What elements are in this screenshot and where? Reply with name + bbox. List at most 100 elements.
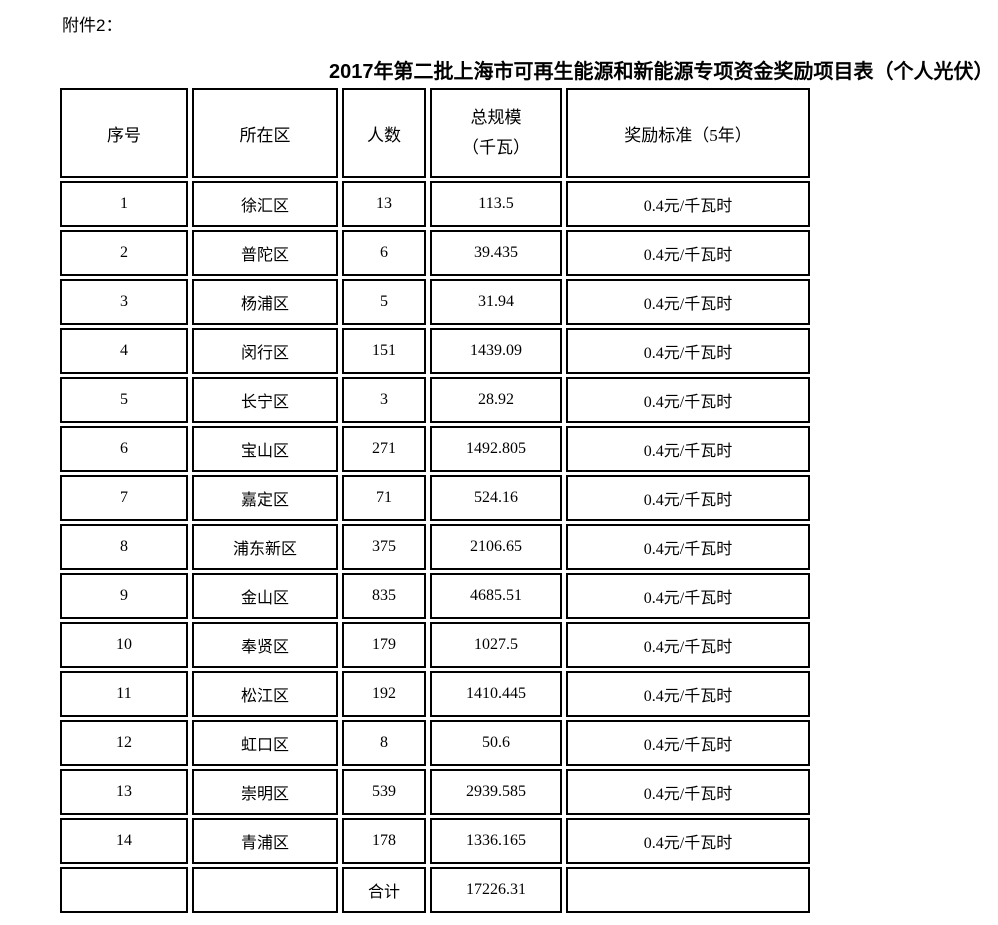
table-row: 3 杨浦区 5 31.94 0.4元/千瓦时	[60, 279, 810, 325]
no-cell: 12	[60, 720, 188, 766]
scale-cell: 1439.09	[430, 328, 562, 374]
no-cell: 2	[60, 230, 188, 276]
scale-cell: 2939.585	[430, 769, 562, 815]
no-cell: 10	[60, 622, 188, 668]
scale-cell: 1492.805	[430, 426, 562, 472]
header-row: 序号 所在区 人数 总规模 （千瓦） 奖励标准（5年）	[60, 88, 810, 178]
scale-cell: 28.92	[430, 377, 562, 423]
no-cell	[60, 867, 188, 913]
count-cell: 192	[342, 671, 426, 717]
standard-cell: 0.4元/千瓦时	[566, 475, 810, 521]
table-row: 10 奉贤区 179 1027.5 0.4元/千瓦时	[60, 622, 810, 668]
scale-cell: 31.94	[430, 279, 562, 325]
standard-cell: 0.4元/千瓦时	[566, 818, 810, 864]
district-cell: 浦东新区	[192, 524, 338, 570]
header-scale: 总规模 （千瓦）	[430, 88, 562, 178]
standard-cell: 0.4元/千瓦时	[566, 573, 810, 619]
district-cell: 虹口区	[192, 720, 338, 766]
table-row: 8 浦东新区 375 2106.65 0.4元/千瓦时	[60, 524, 810, 570]
header-scale-line1: 总规模	[470, 108, 522, 127]
no-cell: 9	[60, 573, 188, 619]
district-cell: 松江区	[192, 671, 338, 717]
standard-cell: 0.4元/千瓦时	[566, 328, 810, 374]
header-standard: 奖励标准（5年）	[566, 88, 810, 178]
count-cell: 375	[342, 524, 426, 570]
count-cell: 151	[342, 328, 426, 374]
document-title: 2017年第二批上海市可再生能源和新能源专项资金奖励项目表（个人光伏）	[329, 61, 994, 83]
header-district: 所在区	[192, 88, 338, 178]
scale-cell: 524.16	[430, 475, 562, 521]
no-cell: 7	[60, 475, 188, 521]
scale-cell: 50.6	[430, 720, 562, 766]
count-cell: 178	[342, 818, 426, 864]
table-row: 1 徐汇区 13 113.5 0.4元/千瓦时	[60, 181, 810, 227]
district-cell: 普陀区	[192, 230, 338, 276]
award-table: 序号 所在区 人数 总规模 （千瓦） 奖励标准（5年） 1 徐汇区 13 113.5 0…	[56, 85, 814, 916]
district-cell: 崇明区	[192, 769, 338, 815]
standard-cell: 0.4元/千瓦时	[566, 671, 810, 717]
standard-cell: 0.4元/千瓦时	[566, 181, 810, 227]
table-body: 1 徐汇区 13 113.5 0.4元/千瓦时 2 普陀区 6 39.435 0.4元/千瓦时 3 杨…	[60, 181, 810, 913]
district-cell: 青浦区	[192, 818, 338, 864]
standard-cell	[566, 867, 810, 913]
scale-cell: 1410.445	[430, 671, 562, 717]
no-cell: 1	[60, 181, 188, 227]
standard-cell: 0.4元/千瓦时	[566, 230, 810, 276]
header-count: 人数	[342, 88, 426, 178]
attachment-label: 附件2：	[62, 16, 123, 35]
count-cell: 539	[342, 769, 426, 815]
no-cell: 14	[60, 818, 188, 864]
standard-cell: 0.4元/千瓦时	[566, 426, 810, 472]
count-cell: 3	[342, 377, 426, 423]
no-cell: 11	[60, 671, 188, 717]
district-cell: 杨浦区	[192, 279, 338, 325]
standard-cell: 0.4元/千瓦时	[566, 769, 810, 815]
table-row: 6 宝山区 271 1492.805 0.4元/千瓦时	[60, 426, 810, 472]
standard-cell: 0.4元/千瓦时	[566, 622, 810, 668]
district-cell: 徐汇区	[192, 181, 338, 227]
no-cell: 13	[60, 769, 188, 815]
table-row: 合计 17226.31	[60, 867, 810, 913]
table-row: 9 金山区 835 4685.51 0.4元/千瓦时	[60, 573, 810, 619]
scale-cell: 39.435	[430, 230, 562, 276]
district-cell: 奉贤区	[192, 622, 338, 668]
count-cell: 8	[342, 720, 426, 766]
district-cell: 宝山区	[192, 426, 338, 472]
scale-cell: 1027.5	[430, 622, 562, 668]
count-cell: 71	[342, 475, 426, 521]
district-cell: 长宁区	[192, 377, 338, 423]
header-no: 序号	[60, 88, 188, 178]
no-cell: 5	[60, 377, 188, 423]
no-cell: 6	[60, 426, 188, 472]
standard-cell: 0.4元/千瓦时	[566, 720, 810, 766]
scale-cell: 17226.31	[430, 867, 562, 913]
table-row: 4 闵行区 151 1439.09 0.4元/千瓦时	[60, 328, 810, 374]
no-cell: 4	[60, 328, 188, 374]
table-row: 14 青浦区 178 1336.165 0.4元/千瓦时	[60, 818, 810, 864]
standard-cell: 0.4元/千瓦时	[566, 279, 810, 325]
district-cell: 金山区	[192, 573, 338, 619]
district-cell	[192, 867, 338, 913]
count-cell: 合计	[342, 867, 426, 913]
table-row: 13 崇明区 539 2939.585 0.4元/千瓦时	[60, 769, 810, 815]
scale-cell: 1336.165	[430, 818, 562, 864]
count-cell: 5	[342, 279, 426, 325]
no-cell: 8	[60, 524, 188, 570]
scale-cell: 4685.51	[430, 573, 562, 619]
header-scale-line2: （千瓦）	[462, 138, 530, 157]
count-cell: 179	[342, 622, 426, 668]
scale-cell: 2106.65	[430, 524, 562, 570]
scale-cell: 113.5	[430, 181, 562, 227]
district-cell: 闵行区	[192, 328, 338, 374]
standard-cell: 0.4元/千瓦时	[566, 377, 810, 423]
table-row: 12 虹口区 8 50.6 0.4元/千瓦时	[60, 720, 810, 766]
count-cell: 6	[342, 230, 426, 276]
count-cell: 271	[342, 426, 426, 472]
no-cell: 3	[60, 279, 188, 325]
table-row: 11 松江区 192 1410.445 0.4元/千瓦时	[60, 671, 810, 717]
table-row: 2 普陀区 6 39.435 0.4元/千瓦时	[60, 230, 810, 276]
district-cell: 嘉定区	[192, 475, 338, 521]
count-cell: 835	[342, 573, 426, 619]
table-row: 5 长宁区 3 28.92 0.4元/千瓦时	[60, 377, 810, 423]
